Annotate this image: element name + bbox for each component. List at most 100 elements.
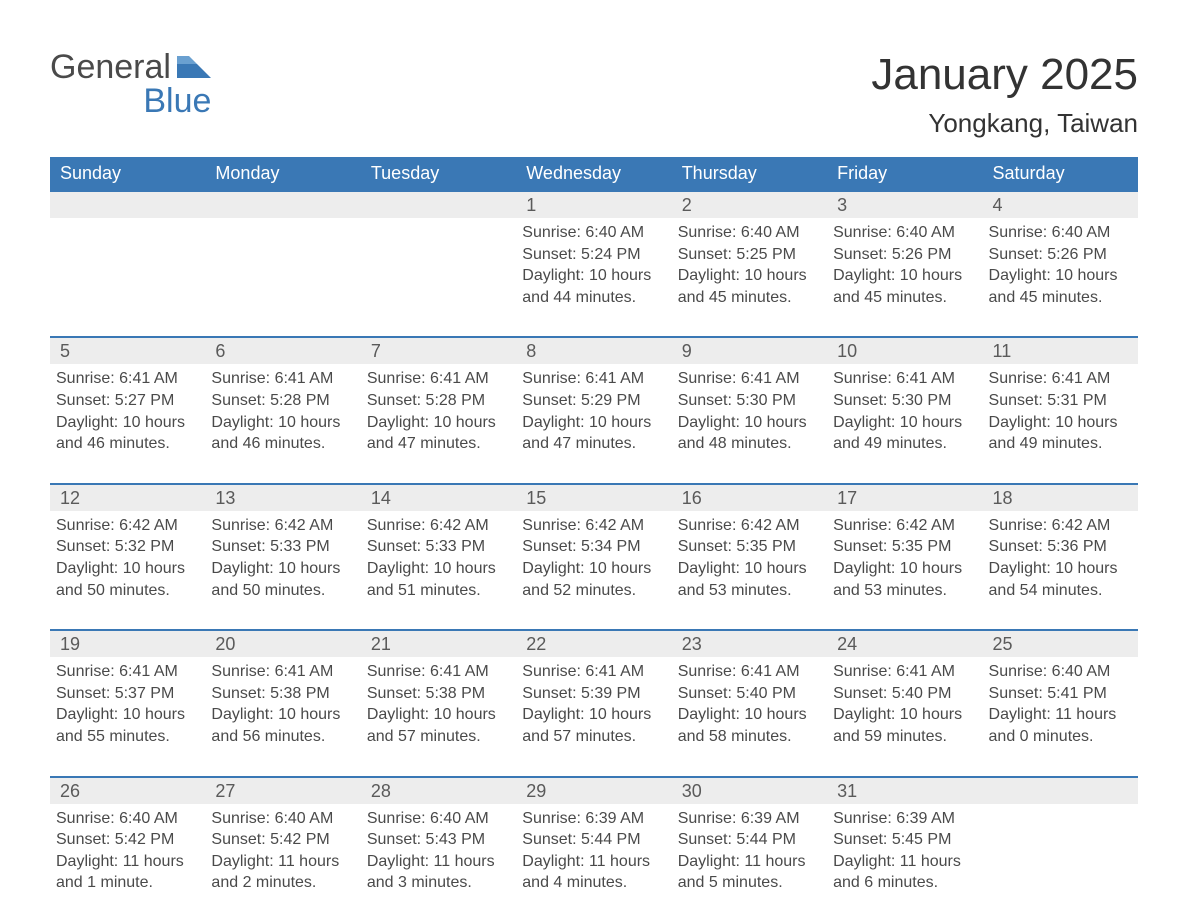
day-detail: Sunrise: 6:41 AMSunset: 5:37 PMDaylight:… xyxy=(50,657,205,775)
day-number: 5 xyxy=(50,338,205,364)
day-detail: Sunrise: 6:41 AMSunset: 5:38 PMDaylight:… xyxy=(361,657,516,775)
sunset-text: Sunset: 5:25 PM xyxy=(678,244,817,266)
day-detail: Sunrise: 6:41 AMSunset: 5:31 PMDaylight:… xyxy=(983,364,1138,482)
sunrise-text: Sunrise: 6:40 AM xyxy=(367,808,506,830)
day-cell: 1Sunrise: 6:40 AMSunset: 5:24 PMDaylight… xyxy=(516,191,671,337)
day-detail: Sunrise: 6:40 AMSunset: 5:41 PMDaylight:… xyxy=(983,657,1138,775)
day-header: Sunday xyxy=(50,157,205,191)
day-number: 28 xyxy=(361,778,516,804)
sunset-text: Sunset: 5:38 PM xyxy=(367,683,506,705)
day-cell: 25Sunrise: 6:40 AMSunset: 5:41 PMDayligh… xyxy=(983,630,1138,776)
day-number: 9 xyxy=(672,338,827,364)
sunset-text: Sunset: 5:44 PM xyxy=(678,829,817,851)
day-detail: Sunrise: 6:41 AMSunset: 5:27 PMDaylight:… xyxy=(50,364,205,482)
day-cell: 24Sunrise: 6:41 AMSunset: 5:40 PMDayligh… xyxy=(827,630,982,776)
calendar-table: SundayMondayTuesdayWednesdayThursdayFrid… xyxy=(50,157,1138,922)
day-cell: 20Sunrise: 6:41 AMSunset: 5:38 PMDayligh… xyxy=(205,630,360,776)
day-cell: 16Sunrise: 6:42 AMSunset: 5:35 PMDayligh… xyxy=(672,484,827,630)
day-detail: Sunrise: 6:41 AMSunset: 5:30 PMDaylight:… xyxy=(827,364,982,482)
day-number: 29 xyxy=(516,778,671,804)
day-header-row: SundayMondayTuesdayWednesdayThursdayFrid… xyxy=(50,157,1138,191)
sunset-text: Sunset: 5:31 PM xyxy=(989,390,1128,412)
sunrise-text: Sunrise: 6:42 AM xyxy=(211,515,350,537)
day-number: 25 xyxy=(983,631,1138,657)
day-detail: Sunrise: 6:40 AMSunset: 5:26 PMDaylight:… xyxy=(983,218,1138,336)
day-detail-empty xyxy=(205,218,360,308)
day-cell: 28Sunrise: 6:40 AMSunset: 5:43 PMDayligh… xyxy=(361,777,516,922)
sunrise-text: Sunrise: 6:40 AM xyxy=(678,222,817,244)
sunrise-text: Sunrise: 6:41 AM xyxy=(833,661,972,683)
daylight-text: Daylight: 11 hours and 4 minutes. xyxy=(522,851,661,894)
day-number: 17 xyxy=(827,485,982,511)
daylight-text: Daylight: 11 hours and 3 minutes. xyxy=(367,851,506,894)
logo: General Blue xyxy=(50,50,211,118)
daylight-text: Daylight: 10 hours and 57 minutes. xyxy=(522,704,661,747)
day-number: 14 xyxy=(361,485,516,511)
sunset-text: Sunset: 5:28 PM xyxy=(367,390,506,412)
daylight-text: Daylight: 10 hours and 46 minutes. xyxy=(56,412,195,455)
sunrise-text: Sunrise: 6:42 AM xyxy=(367,515,506,537)
sunset-text: Sunset: 5:39 PM xyxy=(522,683,661,705)
sunset-text: Sunset: 5:35 PM xyxy=(833,536,972,558)
sunset-text: Sunset: 5:44 PM xyxy=(522,829,661,851)
day-detail: Sunrise: 6:39 AMSunset: 5:45 PMDaylight:… xyxy=(827,804,982,922)
day-cell: 2Sunrise: 6:40 AMSunset: 5:25 PMDaylight… xyxy=(672,191,827,337)
daylight-text: Daylight: 10 hours and 49 minutes. xyxy=(989,412,1128,455)
day-detail: Sunrise: 6:41 AMSunset: 5:29 PMDaylight:… xyxy=(516,364,671,482)
daylight-text: Daylight: 10 hours and 47 minutes. xyxy=(367,412,506,455)
day-detail: Sunrise: 6:42 AMSunset: 5:32 PMDaylight:… xyxy=(50,511,205,629)
sunrise-text: Sunrise: 6:40 AM xyxy=(989,661,1128,683)
daylight-text: Daylight: 10 hours and 57 minutes. xyxy=(367,704,506,747)
sunrise-text: Sunrise: 6:41 AM xyxy=(678,368,817,390)
day-cell xyxy=(983,777,1138,922)
daylight-text: Daylight: 10 hours and 52 minutes. xyxy=(522,558,661,601)
sunset-text: Sunset: 5:45 PM xyxy=(833,829,972,851)
daylight-text: Daylight: 10 hours and 58 minutes. xyxy=(678,704,817,747)
day-number: 15 xyxy=(516,485,671,511)
daylight-text: Daylight: 11 hours and 1 minute. xyxy=(56,851,195,894)
day-detail: Sunrise: 6:40 AMSunset: 5:26 PMDaylight:… xyxy=(827,218,982,336)
sunrise-text: Sunrise: 6:39 AM xyxy=(833,808,972,830)
day-header: Wednesday xyxy=(516,157,671,191)
day-number-empty xyxy=(361,192,516,218)
daylight-text: Daylight: 10 hours and 53 minutes. xyxy=(833,558,972,601)
day-number: 27 xyxy=(205,778,360,804)
daylight-text: Daylight: 10 hours and 50 minutes. xyxy=(211,558,350,601)
sunrise-text: Sunrise: 6:41 AM xyxy=(367,661,506,683)
day-cell: 31Sunrise: 6:39 AMSunset: 5:45 PMDayligh… xyxy=(827,777,982,922)
daylight-text: Daylight: 10 hours and 49 minutes. xyxy=(833,412,972,455)
sunset-text: Sunset: 5:33 PM xyxy=(211,536,350,558)
day-cell xyxy=(361,191,516,337)
day-number: 21 xyxy=(361,631,516,657)
day-number: 18 xyxy=(983,485,1138,511)
sunset-text: Sunset: 5:28 PM xyxy=(211,390,350,412)
day-detail: Sunrise: 6:40 AMSunset: 5:42 PMDaylight:… xyxy=(50,804,205,922)
sunset-text: Sunset: 5:42 PM xyxy=(56,829,195,851)
day-cell: 19Sunrise: 6:41 AMSunset: 5:37 PMDayligh… xyxy=(50,630,205,776)
sunset-text: Sunset: 5:40 PM xyxy=(833,683,972,705)
sunrise-text: Sunrise: 6:40 AM xyxy=(56,808,195,830)
sunrise-text: Sunrise: 6:42 AM xyxy=(989,515,1128,537)
sunset-text: Sunset: 5:38 PM xyxy=(211,683,350,705)
day-cell: 13Sunrise: 6:42 AMSunset: 5:33 PMDayligh… xyxy=(205,484,360,630)
day-detail: Sunrise: 6:41 AMSunset: 5:40 PMDaylight:… xyxy=(672,657,827,775)
day-number: 11 xyxy=(983,338,1138,364)
daylight-text: Daylight: 11 hours and 2 minutes. xyxy=(211,851,350,894)
day-detail-empty xyxy=(983,804,1138,894)
daylight-text: Daylight: 10 hours and 53 minutes. xyxy=(678,558,817,601)
sunset-text: Sunset: 5:36 PM xyxy=(989,536,1128,558)
daylight-text: Daylight: 10 hours and 56 minutes. xyxy=(211,704,350,747)
day-detail: Sunrise: 6:40 AMSunset: 5:43 PMDaylight:… xyxy=(361,804,516,922)
day-cell: 5Sunrise: 6:41 AMSunset: 5:27 PMDaylight… xyxy=(50,337,205,483)
daylight-text: Daylight: 10 hours and 54 minutes. xyxy=(989,558,1128,601)
sunrise-text: Sunrise: 6:42 AM xyxy=(522,515,661,537)
daylight-text: Daylight: 11 hours and 5 minutes. xyxy=(678,851,817,894)
day-detail: Sunrise: 6:42 AMSunset: 5:33 PMDaylight:… xyxy=(361,511,516,629)
day-number: 6 xyxy=(205,338,360,364)
daylight-text: Daylight: 10 hours and 47 minutes. xyxy=(522,412,661,455)
sunrise-text: Sunrise: 6:41 AM xyxy=(678,661,817,683)
sunrise-text: Sunrise: 6:40 AM xyxy=(522,222,661,244)
sunset-text: Sunset: 5:40 PM xyxy=(678,683,817,705)
day-cell: 17Sunrise: 6:42 AMSunset: 5:35 PMDayligh… xyxy=(827,484,982,630)
daylight-text: Daylight: 11 hours and 6 minutes. xyxy=(833,851,972,894)
